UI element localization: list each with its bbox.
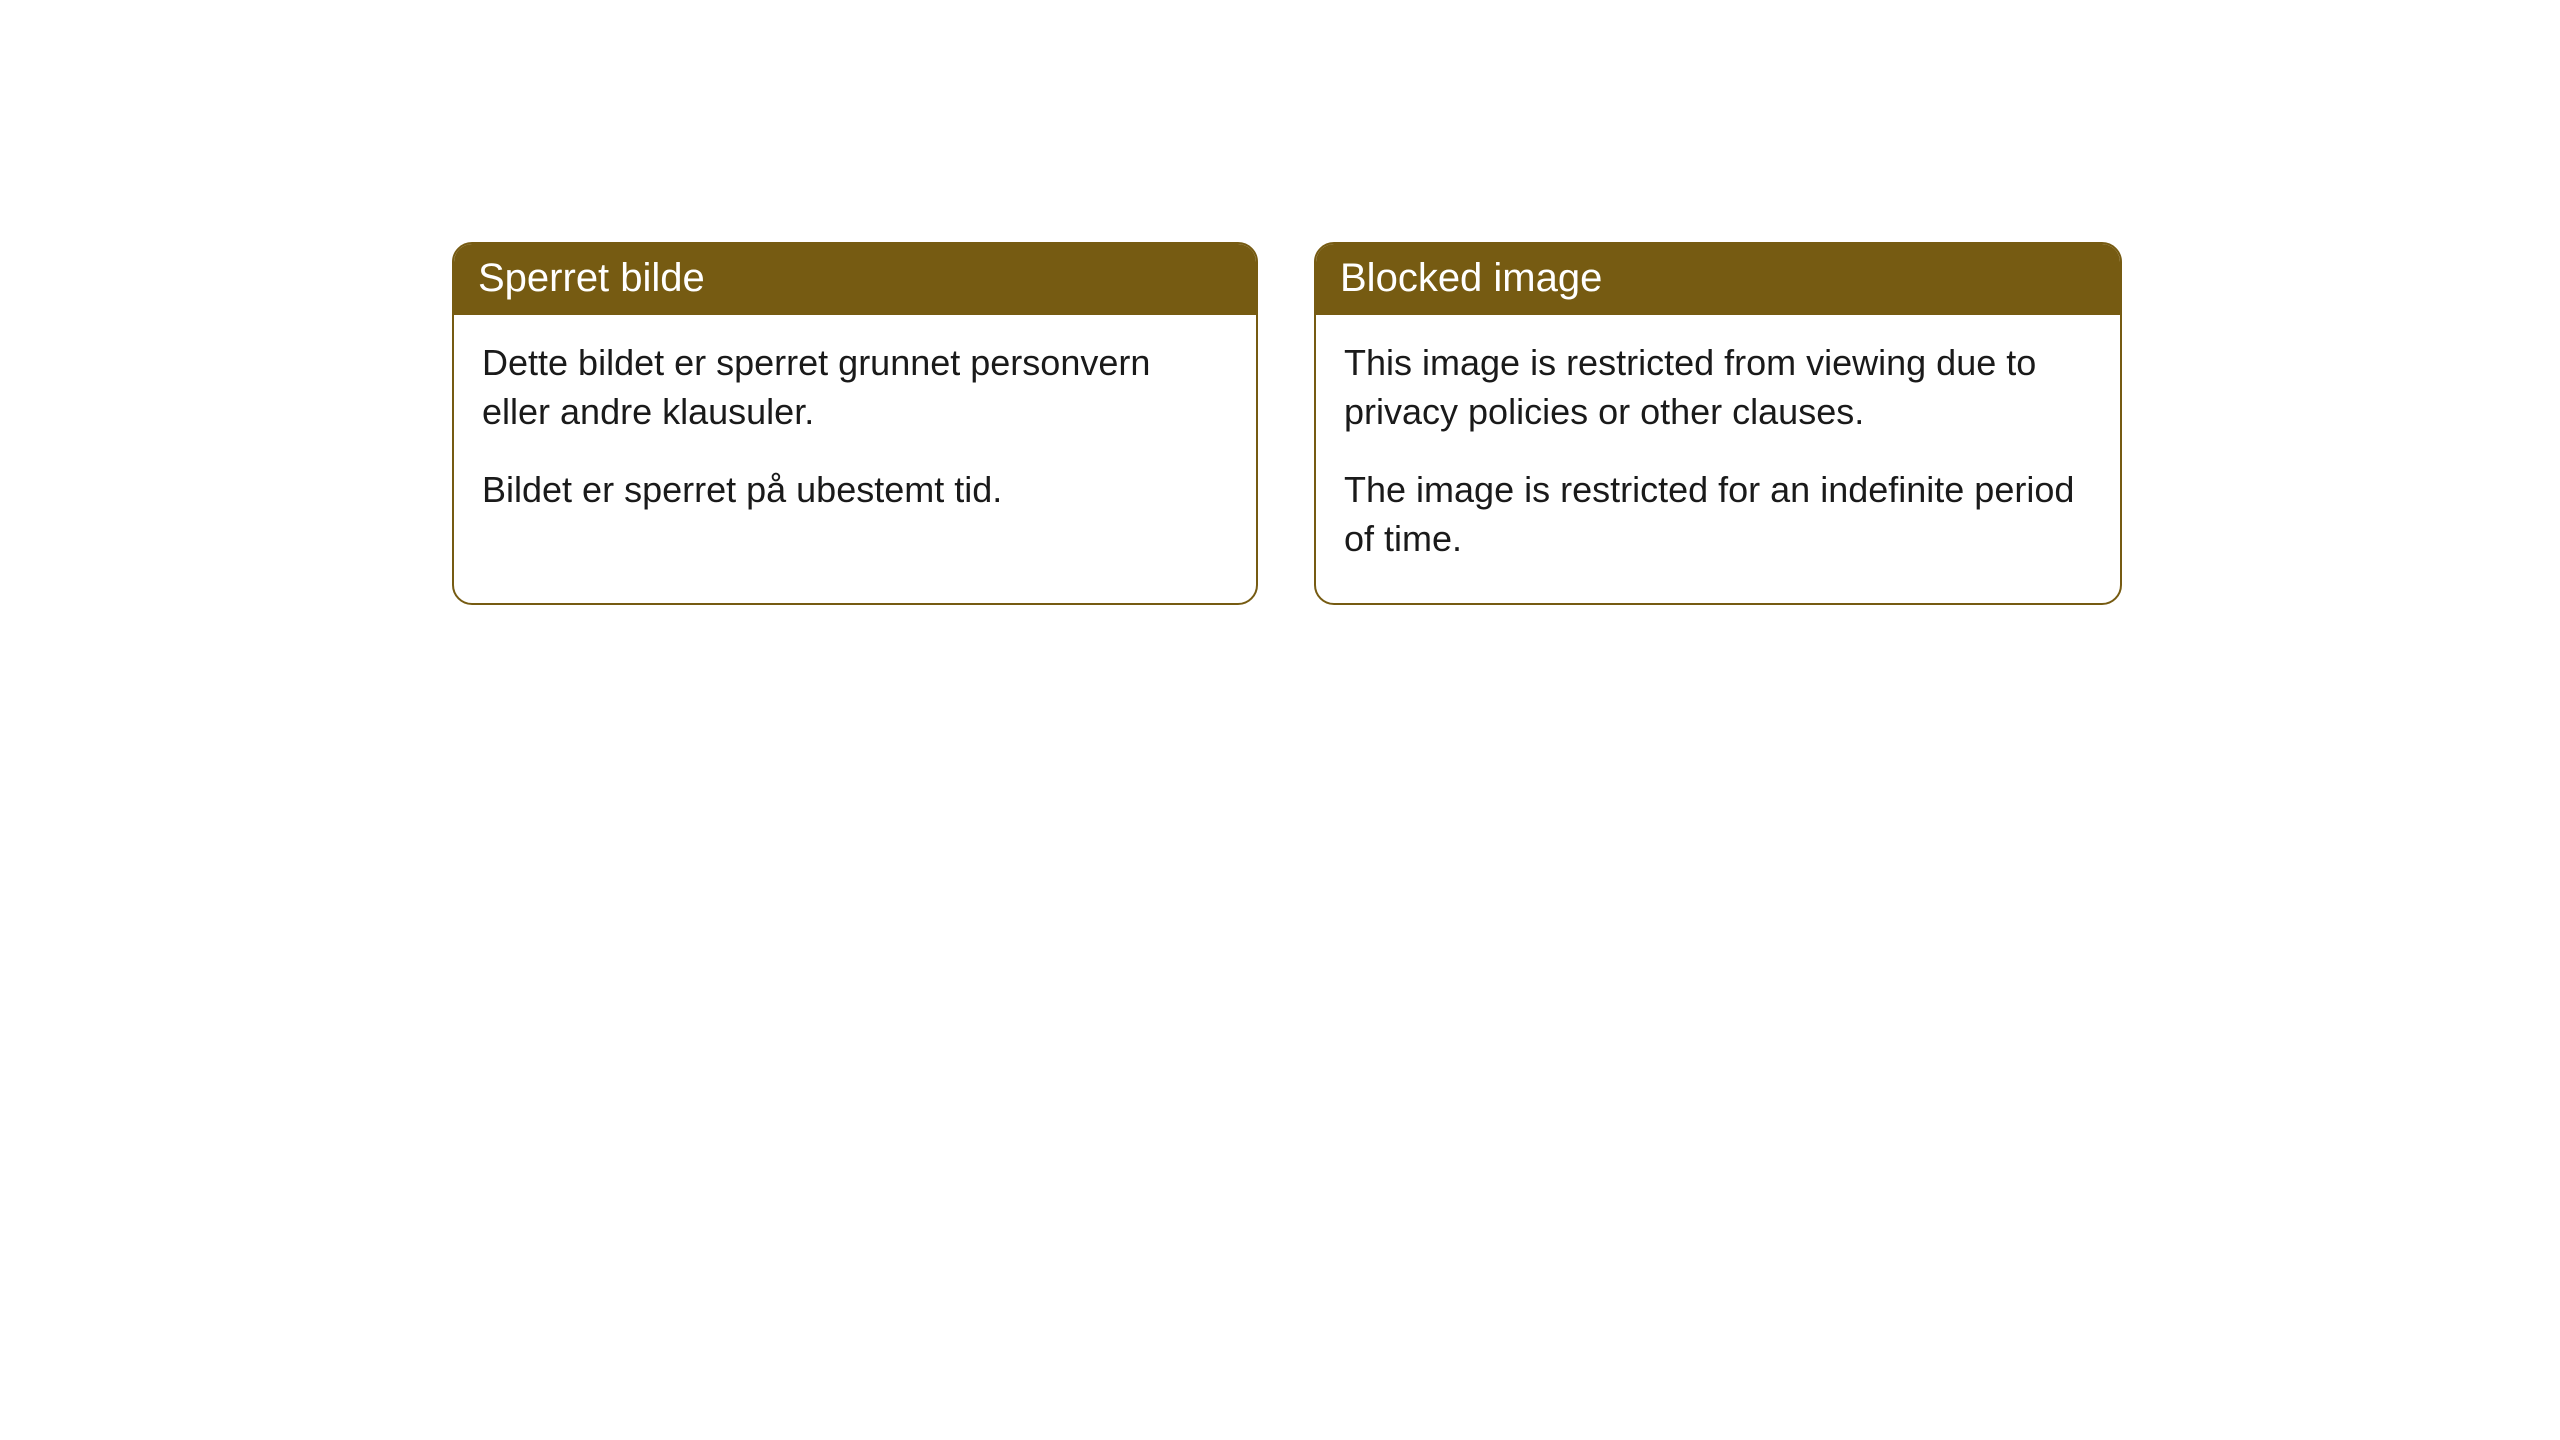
card-paragraph: Dette bildet er sperret grunnet personve… — [482, 339, 1228, 436]
card-title: Sperret bilde — [478, 256, 705, 300]
blocked-image-card-english: Blocked image This image is restricted f… — [1314, 242, 2122, 605]
card-body: This image is restricted from viewing du… — [1316, 315, 2120, 603]
card-paragraph: The image is restricted for an indefinit… — [1344, 466, 2092, 563]
card-header: Blocked image — [1316, 244, 2120, 315]
card-paragraph: Bildet er sperret på ubestemt tid. — [482, 466, 1228, 515]
notice-cards-container: Sperret bilde Dette bildet er sperret gr… — [0, 0, 2560, 605]
blocked-image-card-norwegian: Sperret bilde Dette bildet er sperret gr… — [452, 242, 1258, 605]
card-body: Dette bildet er sperret grunnet personve… — [454, 315, 1256, 555]
card-paragraph: This image is restricted from viewing du… — [1344, 339, 2092, 436]
card-title: Blocked image — [1340, 256, 1602, 300]
card-header: Sperret bilde — [454, 244, 1256, 315]
